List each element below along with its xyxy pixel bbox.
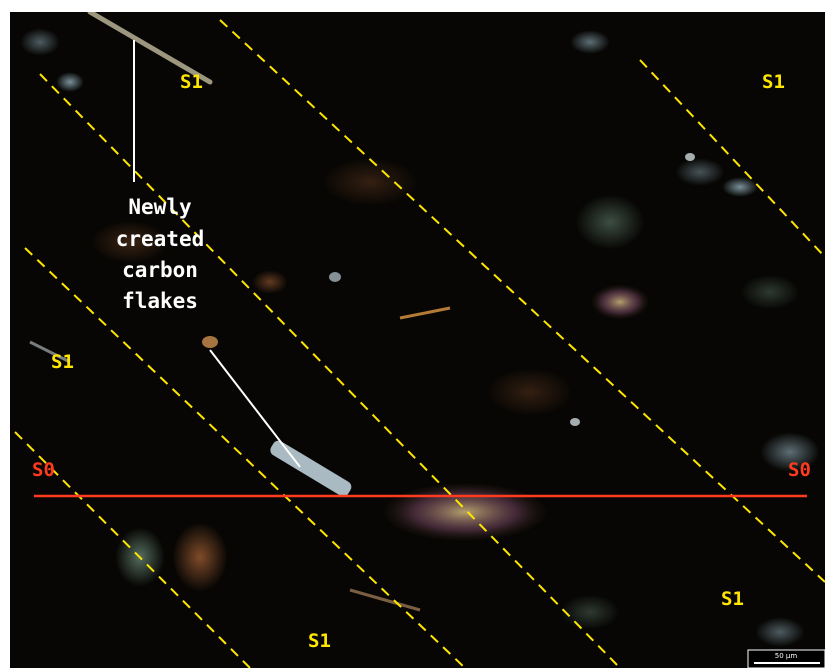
pointer-line-bottom [209, 349, 301, 468]
annotation-line: flakes [122, 289, 198, 313]
s1-trace-5 [14, 431, 251, 668]
annotation-newly-created-carbon-flakes: Newly created carbon flakes [116, 195, 205, 313]
annotation-line: created [116, 227, 205, 251]
s0-label: S0 [32, 459, 55, 481]
s1-trace-3 [639, 59, 825, 258]
s1-label: S1 [180, 71, 203, 93]
s1-label: S1 [721, 588, 744, 610]
micrograph-canvas: S1 S1 S1 S1 S1 S0 S0 Newly created carbo… [10, 12, 825, 668]
s1-label: S1 [51, 351, 74, 373]
scale-bar: 50 µm [747, 649, 825, 668]
annotation-line: Newly [128, 195, 192, 219]
s1-label: S1 [308, 630, 331, 652]
s0-label: S0 [788, 459, 811, 481]
mineral-grains [20, 12, 820, 647]
s1-trace-2 [219, 19, 825, 583]
scale-bar-label: 50 µm [775, 652, 798, 660]
s1-label: S1 [762, 71, 785, 93]
s1-trace-1 [39, 73, 621, 668]
micrograph: S1 S1 S1 S1 S1 S0 S0 Newly created carbo… [10, 12, 825, 668]
annotation-line: carbon [122, 258, 198, 282]
s1-traces [14, 19, 825, 668]
